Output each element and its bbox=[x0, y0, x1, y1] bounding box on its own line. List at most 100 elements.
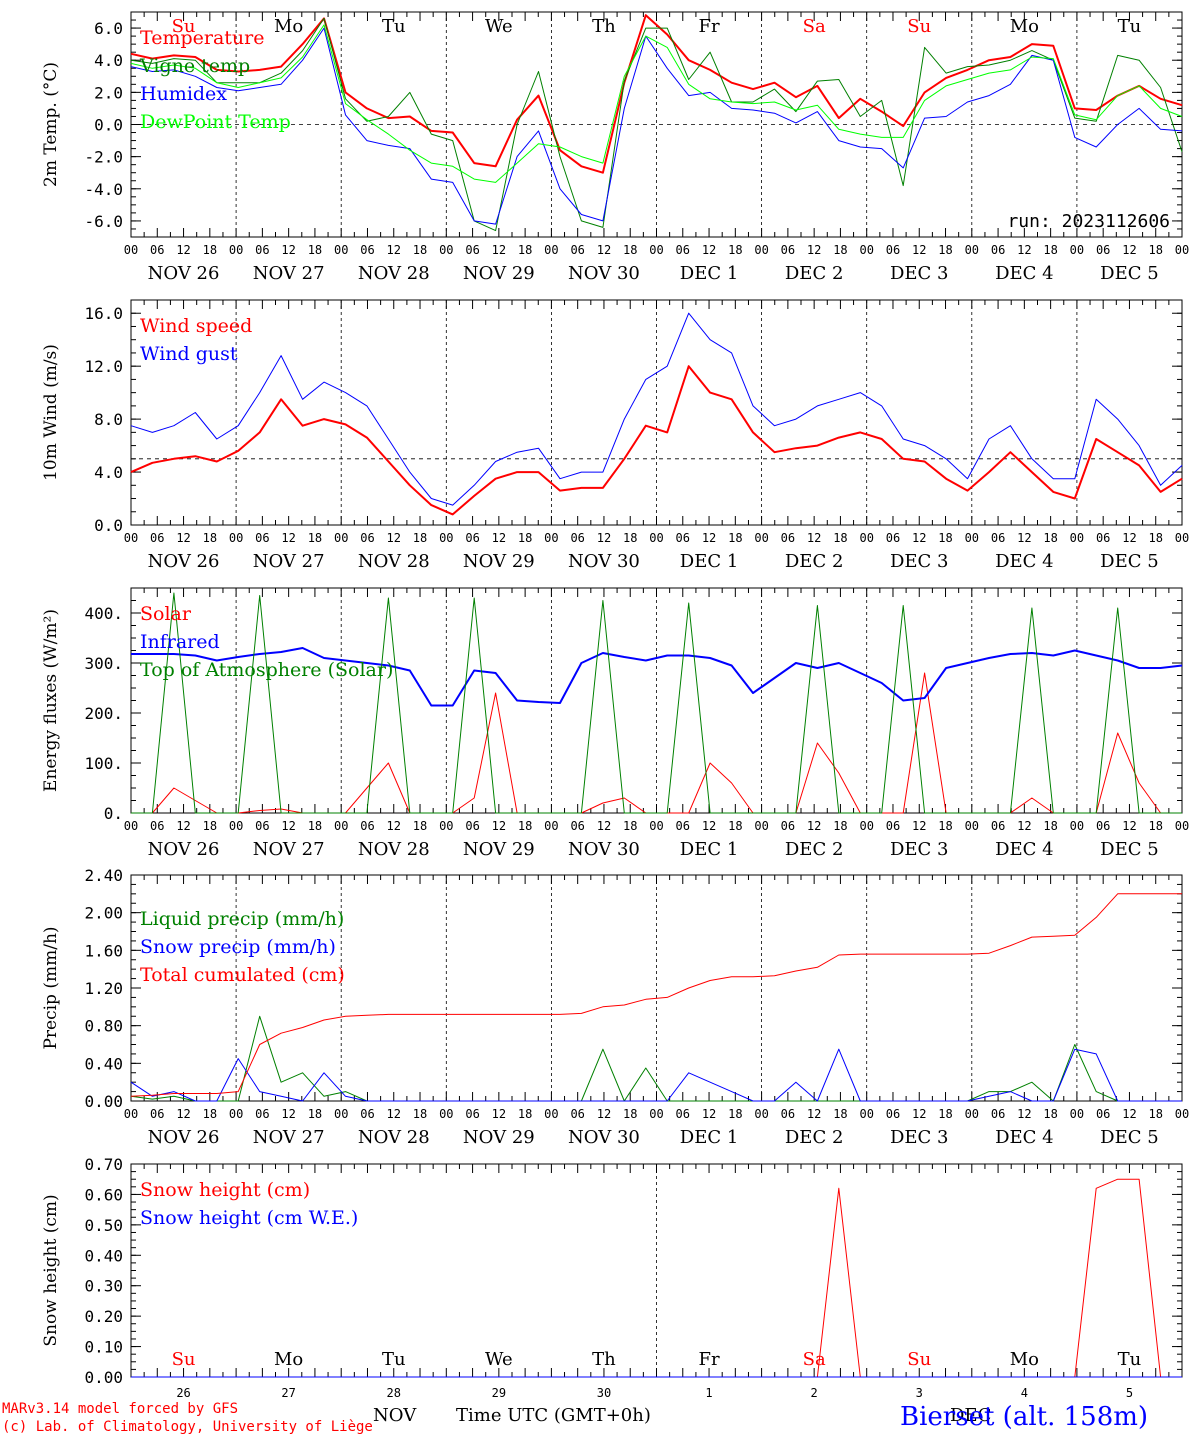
x-hour-label: 18 bbox=[203, 531, 217, 545]
x-hour-label: 00 bbox=[334, 819, 348, 833]
x-date-label: NOV 29 bbox=[463, 839, 535, 860]
bottom-day-number: 29 bbox=[492, 1386, 506, 1400]
x-date-label: NOV 28 bbox=[358, 839, 430, 860]
x-hour-label: 12 bbox=[1122, 1107, 1136, 1121]
legend-entry: Snow height (cm W.E.) bbox=[140, 1207, 358, 1229]
x-hour-label: 06 bbox=[886, 243, 900, 257]
bottom-day-number: 2 bbox=[811, 1386, 818, 1400]
x-date-label: NOV 30 bbox=[568, 839, 640, 860]
bottom-day-name: Sa bbox=[803, 1349, 826, 1370]
y-tick-label: -6.0 bbox=[84, 212, 123, 231]
y-tick-label: -2.0 bbox=[84, 148, 123, 167]
x-hour-label: 12 bbox=[492, 243, 506, 257]
legend-entry: DewPoint Temp bbox=[140, 111, 291, 133]
x-date-label: DEC 4 bbox=[995, 839, 1054, 860]
x-hour-label: 18 bbox=[413, 819, 427, 833]
x-hour-label: 06 bbox=[676, 819, 690, 833]
y-axis-label: Energy fluxes (W/m²) bbox=[41, 609, 61, 792]
bottom-day-number: 5 bbox=[1126, 1386, 1133, 1400]
x-hour-label: 00 bbox=[124, 819, 138, 833]
x-date-label: NOV 30 bbox=[568, 1127, 640, 1148]
x-hour-label: 18 bbox=[203, 819, 217, 833]
x-hour-label: 06 bbox=[570, 1107, 584, 1121]
x-hour-label: 12 bbox=[1122, 819, 1136, 833]
x-hour-label: 06 bbox=[255, 531, 269, 545]
day-name-label: Tu bbox=[1118, 16, 1142, 37]
legend-entry: Solar bbox=[140, 603, 192, 625]
bottom-day-name: Tu bbox=[382, 1349, 406, 1370]
x-hour-label: 00 bbox=[439, 819, 453, 833]
x-date-label: DEC 3 bbox=[890, 839, 949, 860]
x-hour-label: 06 bbox=[991, 1107, 1005, 1121]
y-tick-label: 0.40 bbox=[84, 1246, 123, 1265]
x-hour-label: 00 bbox=[439, 243, 453, 257]
x-date-label: NOV 28 bbox=[358, 551, 430, 572]
x-hour-label: 00 bbox=[124, 1107, 138, 1121]
y-tick-label: 8.0 bbox=[94, 410, 123, 429]
x-hour-label: 06 bbox=[991, 531, 1005, 545]
x-hour-label: 00 bbox=[544, 243, 558, 257]
x-hour-label: 00 bbox=[334, 531, 348, 545]
x-hour-label: 00 bbox=[1070, 819, 1084, 833]
bottom-day-number: 28 bbox=[387, 1386, 401, 1400]
y-tick-label: 2.0 bbox=[94, 83, 123, 102]
x-hour-label: 00 bbox=[1175, 1107, 1189, 1121]
bottom-day-name: Su bbox=[907, 1349, 931, 1370]
y-tick-label: 0.80 bbox=[84, 1017, 123, 1036]
x-hour-label: 18 bbox=[938, 531, 952, 545]
x-hour-label: 00 bbox=[124, 531, 138, 545]
day-name-label: Su bbox=[172, 16, 196, 37]
x-hour-label: 00 bbox=[859, 243, 873, 257]
x-hour-label: 18 bbox=[728, 531, 742, 545]
x-hour-label: 00 bbox=[859, 1107, 873, 1121]
x-hour-label: 00 bbox=[754, 531, 768, 545]
x-hour-label: 06 bbox=[150, 531, 164, 545]
x-hour-label: 06 bbox=[255, 819, 269, 833]
x-hour-label: 06 bbox=[465, 243, 479, 257]
x-hour-label: 12 bbox=[176, 819, 190, 833]
x-hour-label: 12 bbox=[702, 1107, 716, 1121]
bottom-day-name: Su bbox=[172, 1349, 196, 1370]
x-hour-label: 00 bbox=[1070, 1107, 1084, 1121]
y-tick-label: 0.20 bbox=[84, 1307, 123, 1326]
x-hour-label: 00 bbox=[754, 1107, 768, 1121]
legend-entry: Total cumulated (cm) bbox=[140, 964, 345, 986]
legend-entry: Top of Atmosphere (Solar) bbox=[140, 659, 393, 681]
x-hour-label: 06 bbox=[465, 1107, 479, 1121]
x-hour-label: 06 bbox=[781, 819, 795, 833]
x-hour-label: 00 bbox=[649, 1107, 663, 1121]
x-date-label: NOV 29 bbox=[463, 551, 535, 572]
x-date-label: DEC 5 bbox=[1100, 1127, 1159, 1148]
model-line: MARv3.14 model forced by GFS bbox=[2, 1401, 239, 1417]
series-line-total-cumulated-cm- bbox=[130, 893, 1182, 1097]
y-axis-label: 2m Temp. (°C) bbox=[41, 62, 61, 187]
series-line-dewpoint-temp bbox=[130, 24, 1183, 183]
y-tick-label: -4.0 bbox=[84, 180, 123, 199]
x-hour-label: 06 bbox=[360, 819, 374, 833]
x-hour-label: 00 bbox=[649, 531, 663, 545]
x-hour-label: 00 bbox=[649, 819, 663, 833]
x-hour-label: 06 bbox=[360, 531, 374, 545]
x-hour-label: 12 bbox=[597, 819, 611, 833]
x-hour-label: 06 bbox=[255, 243, 269, 257]
legend-entry: Humidex bbox=[140, 83, 227, 105]
x-hour-label: 18 bbox=[938, 1107, 952, 1121]
x-hour-label: 12 bbox=[1122, 243, 1136, 257]
x-hour-label: 12 bbox=[176, 1107, 190, 1121]
x-hour-label: 18 bbox=[1043, 819, 1057, 833]
y-tick-label: 0.0 bbox=[94, 516, 123, 535]
x-hour-label: 06 bbox=[781, 531, 795, 545]
day-name-label: Mo bbox=[274, 16, 303, 37]
model-credit: MARv3.14 model forced by GFS (c) Lab. of… bbox=[2, 1400, 373, 1436]
bottom-day-number: 26 bbox=[176, 1386, 190, 1400]
y-tick-label: 0.60 bbox=[84, 1185, 123, 1204]
y-tick-label: 6.0 bbox=[94, 19, 123, 38]
legend-entry: Vigne temp bbox=[139, 55, 250, 77]
y-tick-label: 16.0 bbox=[84, 304, 123, 323]
x-hour-label: 12 bbox=[281, 531, 295, 545]
x-hour-label: 12 bbox=[807, 819, 821, 833]
y-tick-label: 1.60 bbox=[84, 941, 123, 960]
x-hour-label: 00 bbox=[965, 819, 979, 833]
bottom-day-number: 30 bbox=[597, 1386, 611, 1400]
